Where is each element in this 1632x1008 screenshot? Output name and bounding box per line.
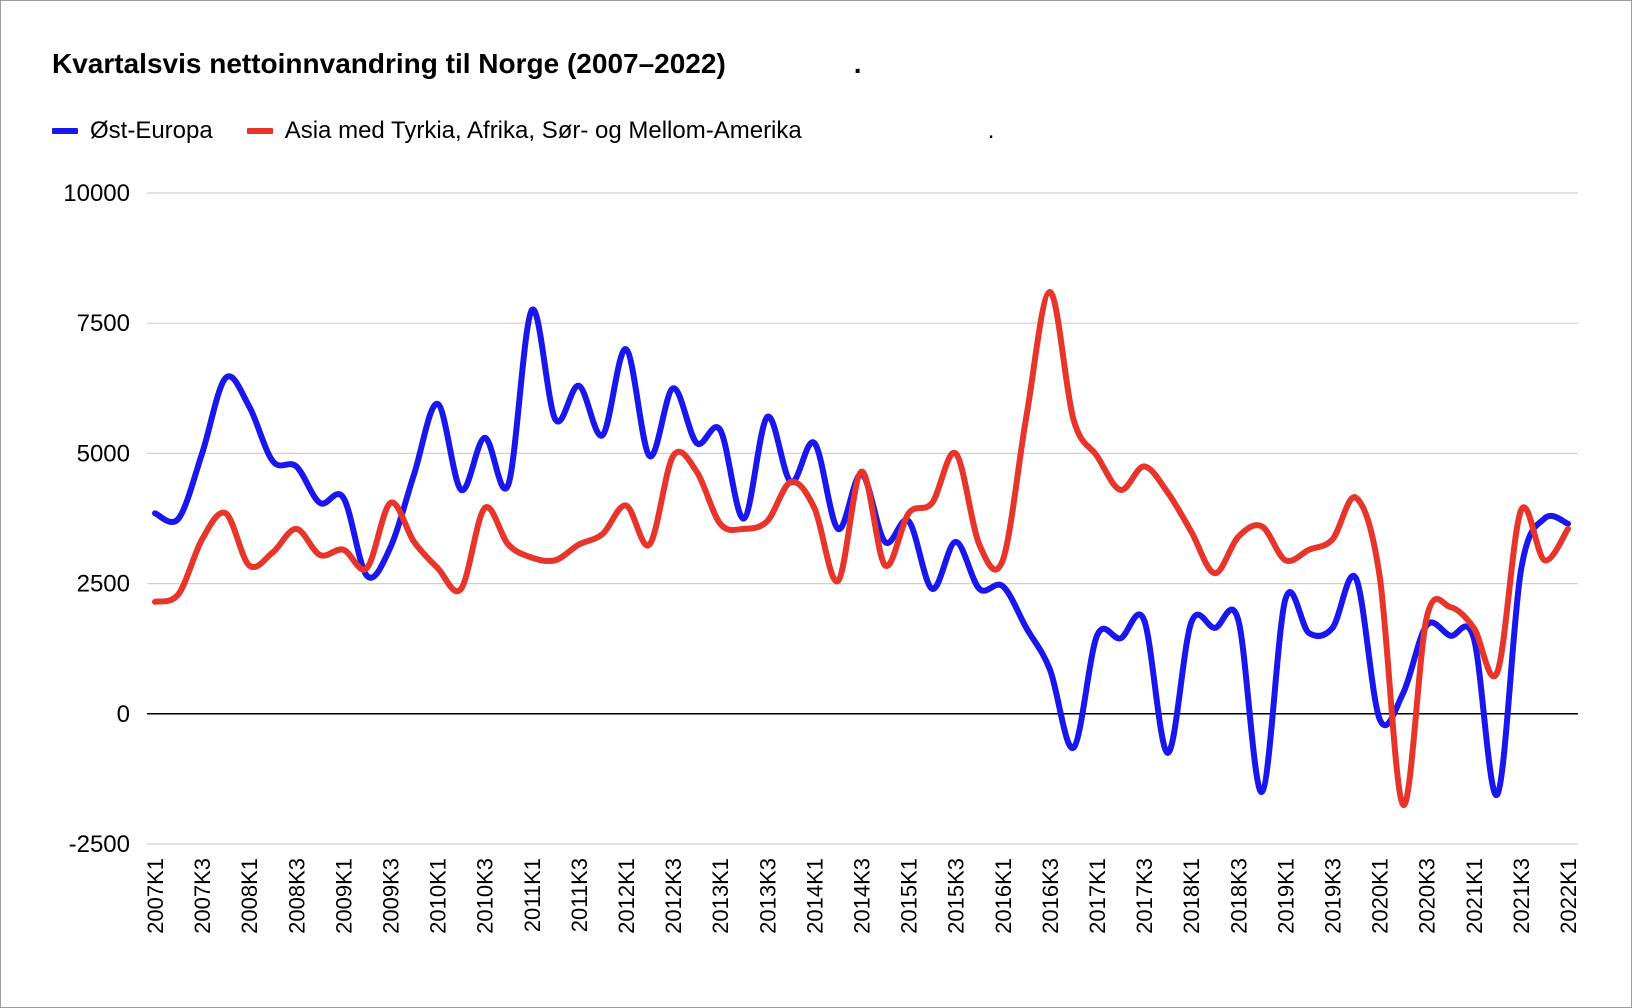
x-tick-label: 2008K3	[284, 858, 309, 934]
x-tick-label: 2013K3	[755, 858, 780, 934]
y-axis-ticks: -2500 0 2500 5000 7500 10000	[63, 180, 130, 858]
y-tick-label: 0	[117, 701, 130, 728]
y-tick-label: 7500	[77, 310, 130, 337]
x-tick-label: 2019K3	[1321, 858, 1346, 934]
x-tick-label: 2015K1	[897, 858, 922, 934]
x-tick-label: 2010K1	[426, 858, 451, 934]
y-tick-label: 2500	[77, 571, 130, 598]
x-tick-label: 2014K1	[802, 858, 827, 934]
x-tick-label: 2020K3	[1415, 858, 1440, 934]
x-tick-label: 2009K3	[379, 858, 404, 934]
y-tick-label: 10000	[63, 180, 130, 207]
x-tick-label: 2016K1	[991, 858, 1016, 934]
x-axis-ticks: 2007K1 2007K3 2008K1 2008K3 2009K1 2009K3 2010…	[143, 858, 1581, 934]
x-tick-label: 2021K1	[1462, 858, 1487, 934]
x-tick-label: 2012K3	[661, 858, 686, 934]
x-tick-label: 2018K1	[1179, 858, 1204, 934]
x-tick-label: 2017K3	[1132, 858, 1157, 934]
series-lines	[155, 292, 1568, 805]
x-tick-label: 2017K1	[1085, 858, 1110, 934]
x-tick-label: 2011K1	[520, 858, 545, 932]
x-tick-label: 2020K1	[1368, 858, 1393, 934]
x-tick-label: 2010K3	[473, 858, 498, 934]
x-tick-label: 2022K1	[1556, 858, 1581, 934]
gridlines	[147, 193, 1578, 844]
line-chart-plot: -2500 0 2500 5000 7500 10000 2007K1 2007K3 2008…	[0, 0, 1632, 1008]
x-tick-label: 2019K1	[1273, 858, 1298, 934]
y-tick-label: -2500	[69, 831, 130, 858]
x-tick-label: 2013K1	[708, 858, 733, 934]
x-tick-label: 2007K1	[143, 858, 168, 934]
series-line-asia-afrika-amerika	[155, 292, 1568, 805]
x-tick-label: 2016K3	[1038, 858, 1063, 934]
x-tick-label: 2009K1	[331, 858, 356, 934]
y-tick-label: 5000	[77, 440, 130, 467]
x-tick-label: 2011K3	[567, 858, 592, 932]
x-tick-label: 2008K1	[237, 858, 262, 934]
x-tick-label: 2018K3	[1226, 858, 1251, 934]
x-tick-label: 2014K3	[850, 858, 875, 934]
x-tick-label: 2007K3	[190, 858, 215, 934]
x-tick-label: 2012K1	[614, 858, 639, 934]
x-tick-label: 2015K3	[944, 858, 969, 934]
x-tick-label: 2021K3	[1509, 858, 1534, 934]
series-line-ost-europa	[155, 309, 1568, 795]
